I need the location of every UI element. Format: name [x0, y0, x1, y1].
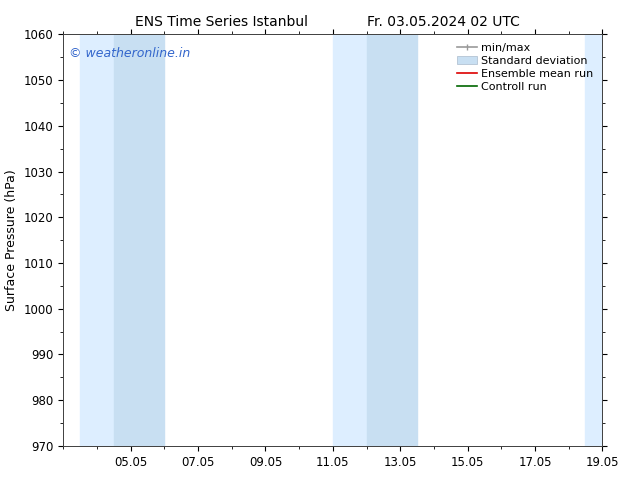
Bar — [585, 34, 602, 446]
Bar — [114, 34, 164, 446]
Legend: min/max, Standard deviation, Ensemble mean run, Controll run: min/max, Standard deviation, Ensemble me… — [453, 40, 597, 95]
Text: © weatheronline.in: © weatheronline.in — [68, 47, 190, 60]
Text: ENS Time Series Istanbul: ENS Time Series Istanbul — [136, 15, 308, 29]
Bar — [333, 34, 366, 446]
Text: Fr. 03.05.2024 02 UTC: Fr. 03.05.2024 02 UTC — [367, 15, 521, 29]
Bar — [366, 34, 417, 446]
Bar — [81, 34, 114, 446]
Y-axis label: Surface Pressure (hPa): Surface Pressure (hPa) — [5, 169, 18, 311]
